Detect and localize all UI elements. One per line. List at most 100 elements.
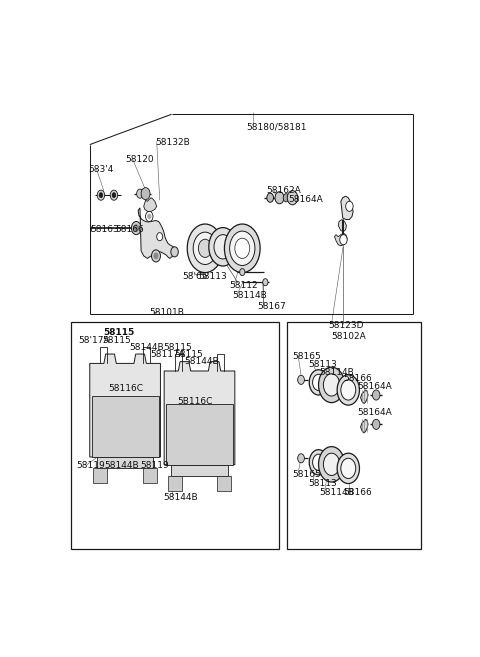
Circle shape xyxy=(193,232,217,265)
Polygon shape xyxy=(360,390,368,403)
Circle shape xyxy=(214,235,232,259)
Circle shape xyxy=(133,225,139,232)
Polygon shape xyxy=(341,196,353,219)
Circle shape xyxy=(110,190,118,200)
Text: 58119: 58119 xyxy=(77,461,106,470)
Text: 58166: 58166 xyxy=(115,225,144,234)
Text: 58144B: 58144B xyxy=(185,357,219,366)
Circle shape xyxy=(337,453,360,484)
Text: 58112: 58112 xyxy=(229,281,258,290)
Text: 58114B: 58114B xyxy=(320,368,354,376)
Polygon shape xyxy=(338,219,347,232)
Circle shape xyxy=(298,454,304,463)
Circle shape xyxy=(225,224,260,273)
Circle shape xyxy=(154,253,158,259)
Text: 58164A: 58164A xyxy=(358,408,392,417)
Circle shape xyxy=(141,188,150,200)
Polygon shape xyxy=(217,476,231,491)
Text: 58113: 58113 xyxy=(309,359,337,369)
Text: 58116C: 58116C xyxy=(108,384,144,393)
Circle shape xyxy=(372,390,380,400)
Text: 58144B: 58144B xyxy=(129,343,164,352)
Text: 58123D: 58123D xyxy=(328,321,363,330)
Polygon shape xyxy=(168,476,182,491)
Polygon shape xyxy=(335,233,347,246)
Circle shape xyxy=(235,238,250,258)
Polygon shape xyxy=(171,464,228,476)
Text: 58144B: 58144B xyxy=(163,493,198,502)
Text: 58162A: 58162A xyxy=(266,186,301,194)
Circle shape xyxy=(229,231,255,265)
Polygon shape xyxy=(143,468,157,483)
Text: 58101B: 58101B xyxy=(149,308,184,317)
Text: 583'4: 583'4 xyxy=(88,166,113,174)
Circle shape xyxy=(309,449,328,475)
Polygon shape xyxy=(144,198,156,212)
Polygon shape xyxy=(166,404,233,464)
Circle shape xyxy=(341,380,356,400)
Polygon shape xyxy=(164,361,235,464)
Circle shape xyxy=(283,194,289,202)
Text: 58119: 58119 xyxy=(140,461,169,470)
Text: 58164A: 58164A xyxy=(289,194,324,204)
Circle shape xyxy=(340,235,347,245)
Circle shape xyxy=(324,374,340,396)
Circle shape xyxy=(275,192,284,204)
Text: 58144B: 58144B xyxy=(104,461,139,470)
Circle shape xyxy=(298,375,304,384)
Circle shape xyxy=(309,370,328,395)
Circle shape xyxy=(157,233,163,240)
Text: 58115: 58115 xyxy=(103,328,134,337)
Circle shape xyxy=(137,189,144,198)
Text: 58115: 58115 xyxy=(175,350,204,359)
Circle shape xyxy=(319,447,345,482)
Circle shape xyxy=(187,224,223,273)
Circle shape xyxy=(312,454,324,470)
Text: 58115: 58115 xyxy=(163,343,192,352)
Circle shape xyxy=(171,247,178,257)
Circle shape xyxy=(132,221,141,235)
Text: 58113: 58113 xyxy=(309,479,337,488)
Text: 58166: 58166 xyxy=(344,487,372,497)
Text: 58114B: 58114B xyxy=(232,291,266,300)
Text: 5B116C: 5B116C xyxy=(177,397,213,406)
Circle shape xyxy=(145,212,153,221)
Circle shape xyxy=(99,193,103,198)
Circle shape xyxy=(112,193,116,198)
Text: 58165: 58165 xyxy=(292,351,321,361)
Polygon shape xyxy=(97,457,154,468)
Text: 58163: 58163 xyxy=(91,225,119,234)
Text: 58117A: 58117A xyxy=(150,350,185,359)
Circle shape xyxy=(324,453,340,476)
Polygon shape xyxy=(138,208,175,258)
Circle shape xyxy=(288,191,298,205)
Text: 58132B: 58132B xyxy=(155,137,190,147)
Circle shape xyxy=(372,419,380,430)
Text: 58114B: 58114B xyxy=(320,487,354,497)
Text: 58166: 58166 xyxy=(344,374,372,383)
Text: 58115: 58115 xyxy=(103,336,132,346)
Polygon shape xyxy=(90,354,160,457)
Polygon shape xyxy=(92,396,158,457)
Circle shape xyxy=(312,374,324,390)
Circle shape xyxy=(319,367,345,403)
Circle shape xyxy=(152,250,160,262)
Circle shape xyxy=(240,269,245,276)
Text: 58'17A: 58'17A xyxy=(78,336,109,346)
Circle shape xyxy=(209,227,237,266)
Polygon shape xyxy=(360,419,368,433)
Circle shape xyxy=(198,239,212,258)
Text: 58164A: 58164A xyxy=(358,382,392,391)
Text: 58167: 58167 xyxy=(257,302,286,311)
Circle shape xyxy=(147,214,151,219)
Text: 58120: 58120 xyxy=(125,155,154,164)
Circle shape xyxy=(346,201,353,212)
Text: 58113: 58113 xyxy=(199,271,228,281)
Text: 58'65: 58'65 xyxy=(183,271,208,281)
Circle shape xyxy=(267,193,274,202)
Circle shape xyxy=(97,190,105,200)
Polygon shape xyxy=(93,468,108,483)
Text: 58165: 58165 xyxy=(292,470,321,479)
Circle shape xyxy=(263,279,268,286)
Circle shape xyxy=(337,374,360,405)
